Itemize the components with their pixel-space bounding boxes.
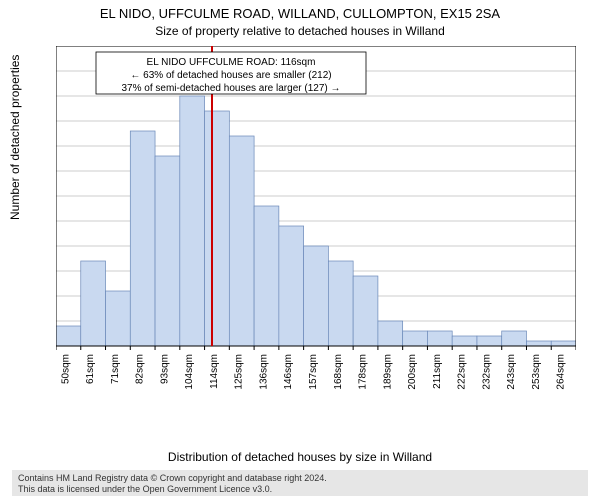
bar bbox=[279, 226, 304, 346]
bar bbox=[403, 331, 428, 346]
x-tick-label: 93sqm bbox=[159, 354, 170, 384]
credit-line-1: Contains HM Land Registry data © Crown c… bbox=[18, 473, 582, 484]
bar bbox=[328, 261, 353, 346]
y-axis-label: Number of detached properties bbox=[8, 55, 22, 220]
bar bbox=[452, 336, 477, 346]
x-tick-label: 114sqm bbox=[209, 354, 220, 389]
x-tick-label: 222sqm bbox=[457, 354, 468, 390]
annotation-line-3: 37% of semi-detached houses are larger (… bbox=[121, 83, 340, 94]
bar bbox=[427, 331, 452, 346]
bar bbox=[180, 96, 205, 346]
bar bbox=[81, 261, 106, 346]
x-tick-label: 253sqm bbox=[531, 354, 542, 390]
x-tick-label: 82sqm bbox=[135, 354, 146, 384]
x-tick-label: 232sqm bbox=[481, 354, 492, 390]
x-tick-label: 157sqm bbox=[308, 354, 319, 390]
x-tick-label: 264sqm bbox=[556, 354, 567, 390]
x-tick-label: 136sqm bbox=[258, 354, 269, 390]
bar bbox=[205, 111, 230, 346]
bar bbox=[56, 326, 81, 346]
annotation-line-1: EL NIDO UFFCULME ROAD: 116sqm bbox=[147, 57, 316, 68]
bar bbox=[106, 291, 131, 346]
x-tick-label: 50sqm bbox=[60, 354, 71, 384]
bar bbox=[551, 341, 576, 346]
x-tick-label: 211sqm bbox=[432, 354, 443, 389]
x-tick-label: 168sqm bbox=[333, 354, 344, 390]
x-tick-label: 104sqm bbox=[184, 354, 195, 390]
bar bbox=[378, 321, 403, 346]
chart-title-2: Size of property relative to detached ho… bbox=[0, 24, 600, 38]
x-tick-label: 125sqm bbox=[234, 354, 245, 390]
bar bbox=[254, 206, 279, 346]
bar bbox=[526, 341, 551, 346]
x-tick-label: 189sqm bbox=[382, 354, 393, 390]
bar bbox=[155, 156, 180, 346]
bar bbox=[502, 331, 527, 346]
chart-svg: 05101520253035404550556050sqm61sqm71sqm8… bbox=[56, 46, 576, 396]
x-tick-label: 71sqm bbox=[110, 354, 121, 384]
x-tick-label: 61sqm bbox=[85, 354, 96, 384]
bar bbox=[353, 276, 378, 346]
annotation-line-2: ← 63% of detached houses are smaller (21… bbox=[130, 70, 331, 81]
bar bbox=[304, 246, 329, 346]
bar bbox=[130, 131, 155, 346]
x-tick-label: 178sqm bbox=[358, 354, 369, 390]
bar bbox=[229, 136, 254, 346]
chart-title-1: EL NIDO, UFFCULME ROAD, WILLAND, CULLOMP… bbox=[0, 6, 600, 21]
credit-line-2: This data is licensed under the Open Gov… bbox=[18, 484, 582, 495]
bar bbox=[477, 336, 502, 346]
credit-box: Contains HM Land Registry data © Crown c… bbox=[12, 470, 588, 496]
x-tick-label: 243sqm bbox=[506, 354, 517, 390]
x-tick-label: 200sqm bbox=[407, 354, 418, 390]
chart-area: 05101520253035404550556050sqm61sqm71sqm8… bbox=[56, 46, 576, 396]
x-tick-label: 146sqm bbox=[283, 354, 294, 390]
x-axis-label: Distribution of detached houses by size … bbox=[0, 450, 600, 464]
